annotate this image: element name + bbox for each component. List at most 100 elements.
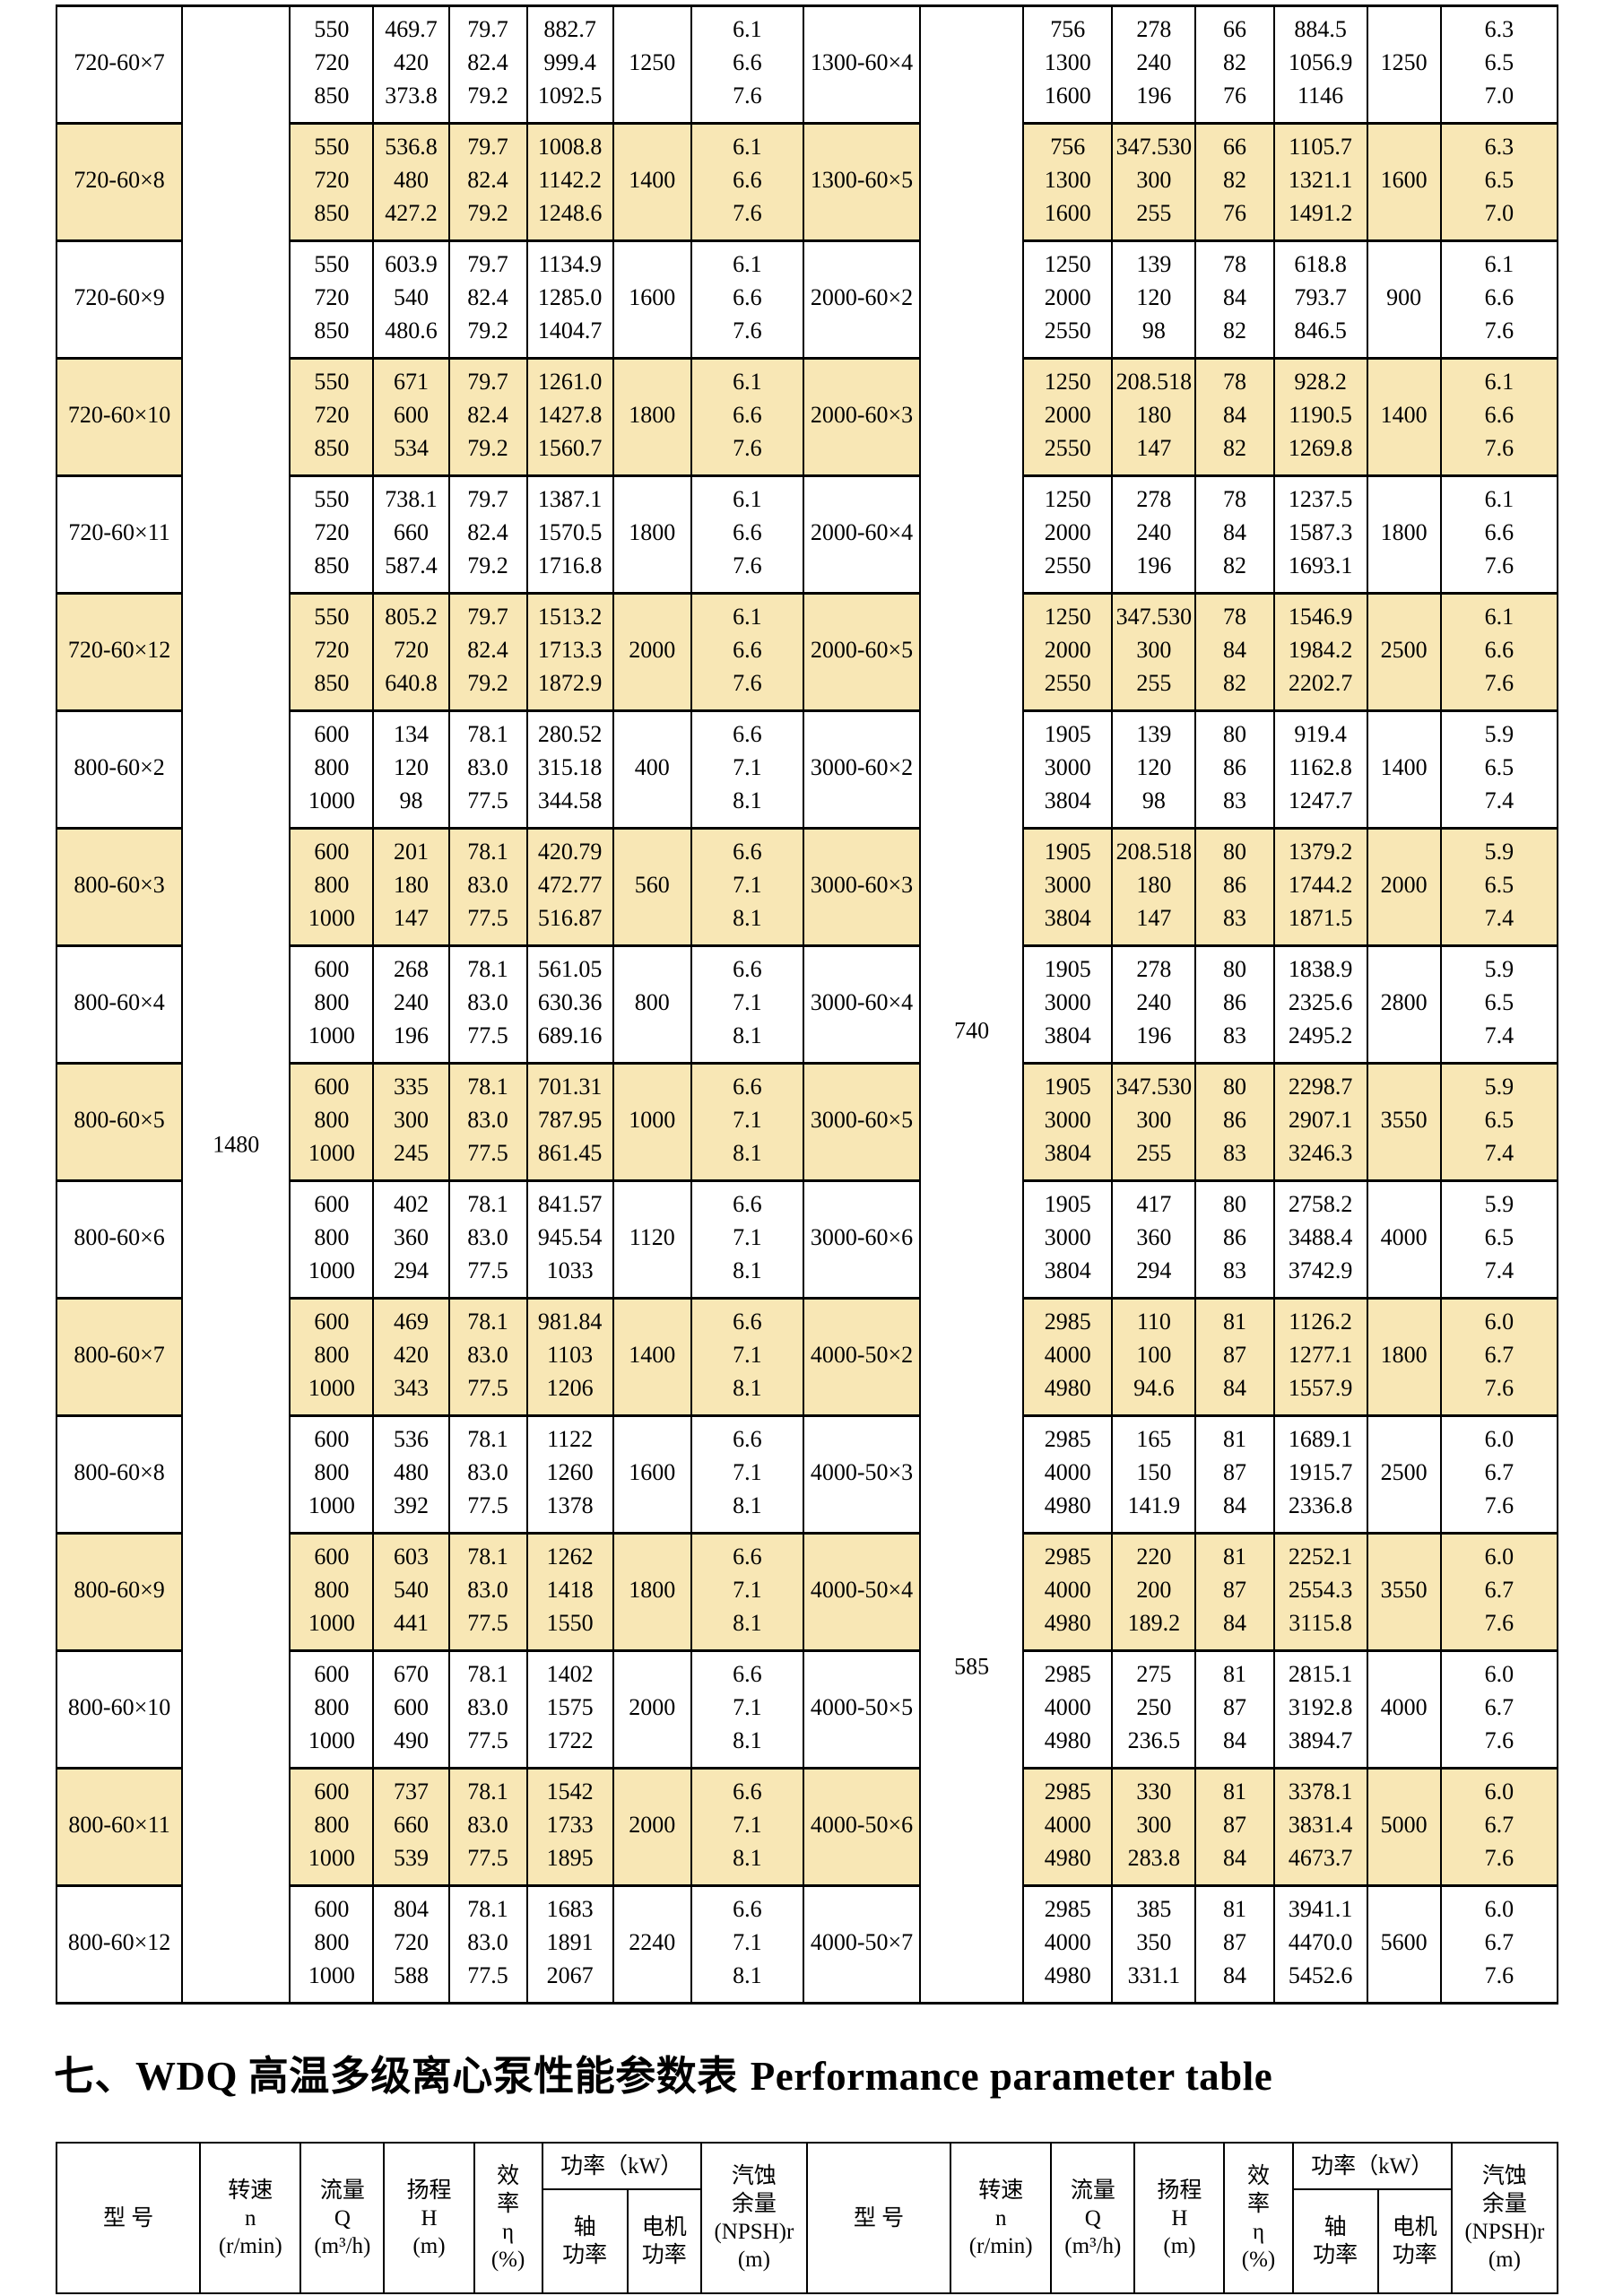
motor-power-cell-left: 1600 — [612, 1414, 692, 1535]
head-cell-right: 347.530 300 255 — [1111, 122, 1197, 242]
model-cell-left: 800-60×9 — [55, 1532, 184, 1652]
header-shaft-power: 轴 功率 — [1291, 2188, 1379, 2294]
efficiency-cell-right: 80 86 83 — [1194, 944, 1275, 1065]
model-cell-right: 2000-60×5 — [802, 592, 922, 712]
motor-power-cell-right: 3550 — [1366, 1532, 1442, 1652]
motor-power-cell-right: 1400 — [1366, 357, 1442, 477]
shaft-power-cell-right: 3378.1 3831.4 4673.7 — [1272, 1767, 1368, 1887]
shaft-power-cell-right: 2758.2 3488.4 3742.9 — [1272, 1179, 1368, 1300]
table-row: 720-60×7 1480 550 720 850 469.7 420 373.8 79… — [55, 4, 1559, 2005]
head-cell-right: 165 150 141.9 — [1111, 1414, 1197, 1535]
head-cell-left: 335 300 245 — [372, 1062, 450, 1182]
shaft-power-cell-right: 3941.1 4470.0 5452.6 — [1272, 1884, 1368, 2005]
head-cell-right: 139 120 98 — [1111, 239, 1197, 360]
efficiency-cell-left: 79.7 82.4 79.2 — [447, 239, 528, 360]
table-row: 800-60×8 600 800 1000 536 480 392 78.1 83.0… — [55, 1414, 1559, 1535]
npsh-cell-left: 6.6 7.1 8.1 — [690, 1649, 804, 1770]
shaft-power-cell-right: 1379.2 1744.2 1871.5 — [1272, 827, 1368, 947]
header-npsh: 汽蚀 余量 (NPSH)r (m) — [699, 2142, 808, 2294]
motor-power-cell-left: 1400 — [612, 122, 692, 242]
table-row: 720-60×10 550 720 850 671 600 534 79.7 82.4… — [55, 357, 1559, 477]
motor-power-cell-right: 1250 — [1366, 4, 1442, 125]
head-cell-right: 220 200 189.2 — [1111, 1532, 1197, 1652]
header-head: 扬程 H (m) — [383, 2142, 475, 2294]
shaft-power-cell-left: 1402 1575 1722 — [525, 1649, 614, 1770]
parameter-header-table: 型 号 转速 n (r/min) 流量 Q (m³/h) 扬程 H (m) 效 … — [55, 2142, 1559, 2294]
head-cell-left: 603.9 540 480.6 — [372, 239, 450, 360]
model-cell-right: 1300-60×5 — [802, 122, 922, 242]
shaft-power-cell-left: 882.7 999.4 1092.5 — [525, 4, 614, 125]
head-cell-right: 110 100 94.6 — [1111, 1297, 1197, 1417]
flow-cell-right: 1250 2000 2550 — [1022, 592, 1114, 712]
shaft-power-cell-left: 1387.1 1570.5 1716.8 — [525, 474, 614, 595]
flow-cell-left: 600 800 1000 — [289, 1414, 375, 1535]
motor-power-cell-right: 1800 — [1366, 1297, 1442, 1417]
flow-cell-left: 600 800 1000 — [289, 1884, 375, 2005]
npsh-cell-left: 6.1 6.6 7.6 — [690, 122, 804, 242]
npsh-cell-left: 6.6 7.1 8.1 — [690, 709, 804, 830]
model-cell-left: 800-60×10 — [55, 1649, 184, 1770]
npsh-cell-left: 6.1 6.6 7.6 — [690, 357, 804, 477]
flow-cell-right: 2985 4000 4980 — [1022, 1532, 1114, 1652]
motor-power-cell-left: 1120 — [612, 1179, 692, 1300]
npsh-cell-right: 5.9 6.5 7.4 — [1439, 709, 1559, 830]
table-row: 800-60×3 600 800 1000 201 180 147 78.1 83.0… — [55, 827, 1559, 947]
performance-table-body: 720-60×7 1480 550 720 850 469.7 420 373.8 79… — [55, 4, 1559, 2005]
shaft-power-cell-right: 919.4 1162.8 1247.7 — [1272, 709, 1368, 830]
flow-cell-right: 2985 4000 4980 — [1022, 1884, 1114, 2005]
header-flow: 流量 Q (m³/h) — [1050, 2142, 1136, 2294]
shaft-power-cell-left: 1542 1733 1895 — [525, 1767, 614, 1887]
npsh-cell-left: 6.1 6.6 7.6 — [690, 4, 804, 125]
flow-cell-left: 550 720 850 — [289, 474, 375, 595]
npsh-cell-right: 5.9 6.5 7.4 — [1439, 827, 1559, 947]
efficiency-cell-left: 78.1 83.0 77.5 — [447, 1297, 528, 1417]
motor-power-cell-left: 2000 — [612, 592, 692, 712]
efficiency-cell-left: 79.7 82.4 79.2 — [447, 4, 528, 125]
motor-power-cell-left: 1800 — [612, 1532, 692, 1652]
model-cell-right: 4000-50×2 — [802, 1297, 922, 1417]
head-cell-left: 536.8 480 427.2 — [372, 122, 450, 242]
motor-power-cell-right: 1400 — [1366, 709, 1442, 830]
shaft-power-cell-left: 420.79 472.77 516.87 — [525, 827, 614, 947]
npsh-cell-right: 6.3 6.5 7.0 — [1439, 122, 1559, 242]
table-row: 800-60×12 600 800 1000 804 720 588 78.1 83.… — [55, 1884, 1559, 2005]
motor-power-cell-right: 1800 — [1366, 474, 1442, 595]
flow-cell-right: 1250 2000 2550 — [1022, 357, 1114, 477]
efficiency-cell-right: 66 82 76 — [1194, 4, 1275, 125]
flow-cell-left: 600 800 1000 — [289, 1649, 375, 1770]
flow-cell-right: 1905 3000 3804 — [1022, 944, 1114, 1065]
model-cell-right: 4000-50×7 — [802, 1884, 922, 2005]
model-cell-right: 4000-50×3 — [802, 1414, 922, 1535]
motor-power-cell-left: 1800 — [612, 474, 692, 595]
npsh-cell-right: 6.0 6.7 7.6 — [1439, 1297, 1559, 1417]
efficiency-cell-left: 79.7 82.4 79.2 — [447, 474, 528, 595]
head-cell-left: 469.7 420 373.8 — [372, 4, 450, 125]
model-cell-right: 3000-60×2 — [802, 709, 922, 830]
page-title-zh: 七、WDQ 高温多级离心泵性能参数表 — [54, 2054, 738, 2099]
efficiency-cell-right: 78 84 82 — [1194, 474, 1275, 595]
motor-power-cell-right: 4000 — [1366, 1179, 1442, 1300]
npsh-cell-right: 6.0 6.7 7.6 — [1439, 1649, 1559, 1770]
table-row: 800-60×9 600 800 1000 603 540 441 78.1 83.0… — [55, 1532, 1559, 1652]
head-cell-left: 536 480 392 — [372, 1414, 450, 1535]
flow-cell-right: 1905 3000 3804 — [1022, 1179, 1114, 1300]
header-power-kw: 功率（kW） — [1291, 2142, 1453, 2190]
head-cell-left: 268 240 196 — [372, 944, 450, 1065]
npsh-cell-right: 6.1 6.6 7.6 — [1439, 239, 1559, 360]
shaft-power-cell-right: 1689.1 1915.7 2336.8 — [1272, 1414, 1368, 1535]
model-cell-right: 2000-60×2 — [802, 239, 922, 360]
model-cell-left: 720-60×10 — [55, 357, 184, 477]
shaft-power-cell-left: 1122 1260 1378 — [525, 1414, 614, 1535]
model-cell-right: 4000-50×6 — [802, 1767, 922, 1887]
header-row-top: 型 号 转速 n (r/min) 流量 Q (m³/h) 扬程 H (m) 效 … — [55, 2142, 1559, 2294]
model-cell-left: 800-60×4 — [55, 944, 184, 1065]
shaft-power-cell-right: 2815.1 3192.8 3894.7 — [1272, 1649, 1368, 1770]
motor-power-cell-right: 2000 — [1366, 827, 1442, 947]
efficiency-cell-right: 81 87 84 — [1194, 1767, 1275, 1887]
head-cell-right: 385 350 331.1 — [1111, 1884, 1197, 2005]
page-title-en: Performance parameter table — [750, 2054, 1273, 2099]
efficiency-cell-left: 78.1 83.0 77.5 — [447, 1179, 528, 1300]
efficiency-cell-right: 80 86 83 — [1194, 1062, 1275, 1182]
efficiency-cell-right: 80 86 83 — [1194, 827, 1275, 947]
table-row: 800-60×2 600 800 1000 134 120 98 78.1 83.0 … — [55, 709, 1559, 830]
